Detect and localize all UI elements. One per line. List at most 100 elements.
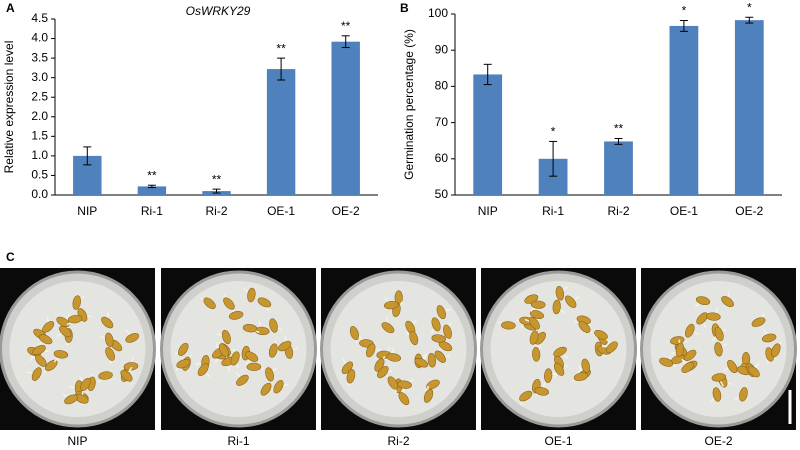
seed	[64, 394, 78, 405]
seed	[553, 346, 567, 357]
seed	[528, 316, 540, 330]
bar	[734, 20, 764, 196]
significance-label: **	[276, 41, 286, 55]
seed	[242, 324, 258, 333]
seed	[197, 363, 209, 377]
seed	[59, 325, 72, 338]
significance-label: *	[747, 0, 752, 14]
x-tick-label: OE-1	[267, 204, 295, 218]
seed	[221, 329, 231, 345]
seed	[714, 342, 723, 357]
plate-photo	[640, 268, 797, 430]
photo-caption: Ri-1	[227, 434, 249, 448]
seed	[436, 305, 446, 320]
seed	[42, 320, 55, 333]
seed	[80, 378, 91, 392]
seed	[377, 365, 389, 379]
seed	[365, 343, 376, 358]
photo-caption: OE-1	[544, 434, 572, 448]
y-tick-label: 1.0	[31, 148, 48, 162]
seed	[683, 349, 697, 361]
seed	[555, 286, 565, 301]
x-tick-label: Ri-1	[542, 204, 564, 218]
seed	[529, 330, 539, 345]
seed	[706, 312, 721, 321]
seed	[438, 341, 453, 352]
error-bar	[277, 57, 286, 81]
seed	[443, 324, 452, 339]
seed	[594, 329, 608, 340]
error-bar	[212, 188, 221, 194]
y-tick-label: 80	[435, 79, 449, 93]
seed	[125, 333, 140, 343]
seed	[273, 380, 284, 394]
bar	[473, 74, 503, 195]
seed	[56, 316, 70, 328]
seed	[409, 330, 419, 346]
seed	[383, 300, 399, 310]
error-bar	[745, 16, 754, 24]
seed	[573, 372, 589, 382]
seed	[659, 357, 674, 367]
seed	[53, 350, 69, 359]
panel-label: A	[6, 1, 15, 15]
seed	[696, 312, 709, 325]
y-axis-label: Relative expression level	[2, 41, 16, 174]
seed	[230, 351, 240, 366]
x-tick-label: OE-2	[735, 204, 763, 218]
filter-paper	[170, 281, 307, 417]
y-tick-label: 100	[428, 6, 448, 20]
seed	[268, 343, 278, 358]
seed	[31, 367, 42, 381]
seed	[605, 341, 618, 354]
y-tick-label: 0.0	[31, 187, 48, 201]
y-tick-label: 2.5	[31, 89, 48, 103]
seed	[265, 367, 274, 382]
seed	[387, 376, 399, 390]
seed	[739, 387, 748, 402]
y-tick-label: 90	[435, 42, 449, 56]
seed	[246, 362, 262, 371]
significance-label: **	[614, 122, 624, 136]
seed	[123, 362, 139, 371]
seed	[761, 333, 777, 343]
seed	[685, 323, 695, 338]
filter-paper	[9, 281, 146, 417]
seed	[751, 317, 766, 327]
seed	[675, 342, 685, 357]
x-tick-label: NIP	[77, 204, 97, 218]
seed	[427, 352, 437, 368]
seed	[203, 297, 216, 310]
y-tick-label: 3.5	[31, 50, 48, 64]
seed	[269, 318, 278, 333]
seed	[381, 322, 395, 334]
y-tick-label: 2.0	[31, 109, 48, 123]
seed	[32, 344, 46, 356]
seed	[414, 357, 429, 368]
seed	[178, 342, 189, 356]
significance-label: **	[147, 168, 157, 182]
seed	[104, 332, 114, 348]
y-axis-label: Germination percentage (%)	[402, 29, 416, 180]
chart-title: OsWRKY29	[186, 4, 251, 18]
error-bar	[147, 184, 156, 189]
seed	[747, 365, 760, 378]
seed	[346, 369, 356, 384]
y-tick-label: 4.5	[31, 11, 48, 25]
seed	[695, 296, 711, 306]
significance-label: **	[212, 172, 222, 186]
error-bar	[483, 63, 492, 86]
y-tick-label: 3.0	[31, 70, 48, 84]
seed	[565, 295, 577, 308]
seed	[223, 297, 235, 310]
error-bar	[679, 20, 688, 32]
seed	[711, 373, 727, 382]
seed	[426, 379, 440, 390]
seed	[712, 387, 722, 402]
seed	[532, 347, 541, 362]
seed	[236, 374, 249, 386]
y-tick-label: 0.5	[31, 168, 48, 182]
seed	[45, 359, 58, 372]
x-tick-label: OE-1	[670, 204, 698, 218]
